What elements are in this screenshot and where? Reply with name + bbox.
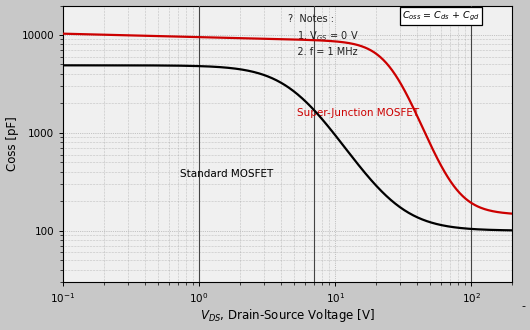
- Text: ?  Notes :
   1. V$_{GS}$ = 0 V
   2. f = 1 MHz: ? Notes : 1. V$_{GS}$ = 0 V 2. f = 1 MHz: [288, 14, 358, 57]
- X-axis label: $V_{DS}$, Drain-Source Voltage [V]: $V_{DS}$, Drain-Source Voltage [V]: [200, 308, 375, 324]
- Text: Standard MOSFET: Standard MOSFET: [180, 169, 273, 179]
- Y-axis label: Coss [pF]: Coss [pF]: [5, 116, 19, 171]
- Text: $C_{oss}$ = $C_{ds}$ + $C_{gd}$: $C_{oss}$ = $C_{ds}$ + $C_{gd}$: [402, 10, 480, 23]
- Text: -: -: [521, 301, 525, 311]
- Text: Super-Junction MOSFET: Super-Junction MOSFET: [297, 108, 419, 118]
